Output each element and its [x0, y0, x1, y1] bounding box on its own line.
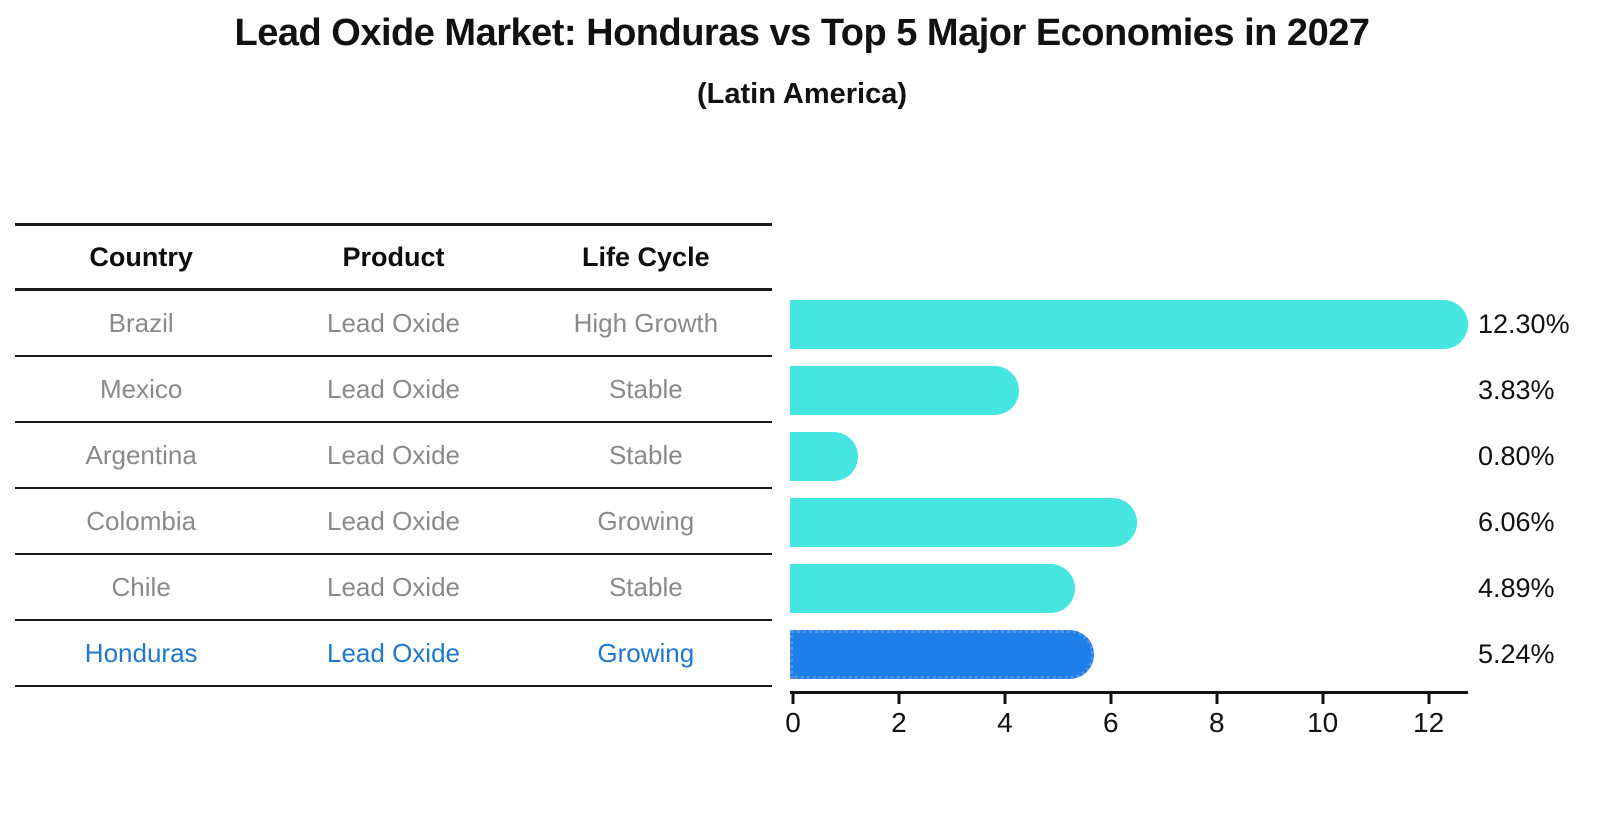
bar-value-label: 12.30% [1478, 308, 1570, 339]
comparison-table: Country Product Life Cycle Brazil Lead Oxid… [15, 223, 772, 687]
x-axis-tick-label: 0 [785, 707, 801, 738]
table-cell-life_cycle: Growing [597, 637, 695, 668]
table-row: Colombia Lead Oxide Growing [15, 489, 772, 555]
table-cell-life_cycle: High Growth [573, 307, 719, 338]
bar-value-label: 5.24% [1478, 638, 1555, 669]
table-cell-life_cycle: Stable [608, 439, 683, 470]
bar-mexico [790, 366, 1019, 415]
table-cell-life_cycle: Growing [597, 505, 695, 536]
table-cell-product: Lead Oxide [327, 505, 460, 536]
x-axis-tick-label: 10 [1307, 707, 1339, 738]
chart-subtitle: (Latin America) [696, 78, 908, 110]
x-axis-tick [1109, 694, 1113, 704]
x-axis-tick-label: 6 [1103, 707, 1119, 738]
table-header-row: Country Product Life Cycle [15, 223, 772, 291]
table-cell-product: Lead Oxide [327, 307, 460, 338]
table-row: Mexico Lead Oxide Stable [15, 357, 772, 423]
table-cell-life_cycle: Stable [608, 373, 683, 404]
table-cell-product: Lead Oxide [327, 373, 460, 404]
bar-plot: 0 2 4 6 8 10 12 [785, 223, 1468, 783]
bar-honduras [790, 630, 1094, 679]
bar-argentina [790, 432, 859, 481]
x-axis-tick-label: 2 [891, 707, 907, 738]
table-cell-country: Chile [111, 571, 171, 602]
table-row: Honduras Lead Oxide Growing [15, 621, 772, 687]
table-cell-country: Honduras [84, 637, 198, 668]
bar-chile [790, 564, 1076, 613]
bar-value-label: 6.06% [1478, 506, 1555, 537]
table-cell-product: Lead Oxide [327, 439, 460, 470]
table-cell-country: Argentina [85, 439, 197, 470]
x-axis-tick [1003, 694, 1007, 704]
column-header: Product [342, 241, 445, 272]
column-header: Country [89, 241, 193, 272]
bar-value-label: 4.89% [1478, 572, 1555, 603]
chart-title: Lead Oxide Market: Honduras vs Top 5 Maj… [234, 12, 1370, 54]
table-cell-product: Lead Oxide [327, 571, 460, 602]
table-cell-product: Lead Oxide [327, 637, 460, 668]
table-body: Brazil Lead Oxide High Growth Mexico Lead Ox… [15, 291, 772, 687]
bar-value-label: 3.83% [1478, 374, 1555, 405]
x-axis-tick [791, 694, 795, 704]
x-axis-tick [1427, 694, 1431, 704]
table-row: Argentina Lead Oxide Stable [15, 423, 772, 489]
x-axis-line [790, 691, 1468, 694]
x-axis-tick [897, 694, 901, 704]
bar-colombia [790, 498, 1137, 547]
bar-brazil [790, 300, 1468, 349]
x-axis-tick-label: 12 [1413, 707, 1445, 738]
x-axis-tick-label: 8 [1208, 707, 1225, 738]
table-cell-country: Mexico [99, 373, 183, 404]
table-cell-life_cycle: Stable [608, 571, 683, 602]
table-row: Brazil Lead Oxide High Growth [15, 291, 772, 357]
bar-value-label: 0.80% [1478, 440, 1555, 471]
table-cell-country: Colombia [86, 505, 197, 536]
x-axis-tick [1321, 694, 1325, 704]
table-cell-country: Brazil [108, 307, 174, 338]
column-header: Life Cycle [582, 241, 710, 272]
x-axis-tick [1215, 694, 1219, 704]
x-axis-tick-label: 4 [997, 707, 1013, 738]
table-row: Chile Lead Oxide Stable [15, 555, 772, 621]
